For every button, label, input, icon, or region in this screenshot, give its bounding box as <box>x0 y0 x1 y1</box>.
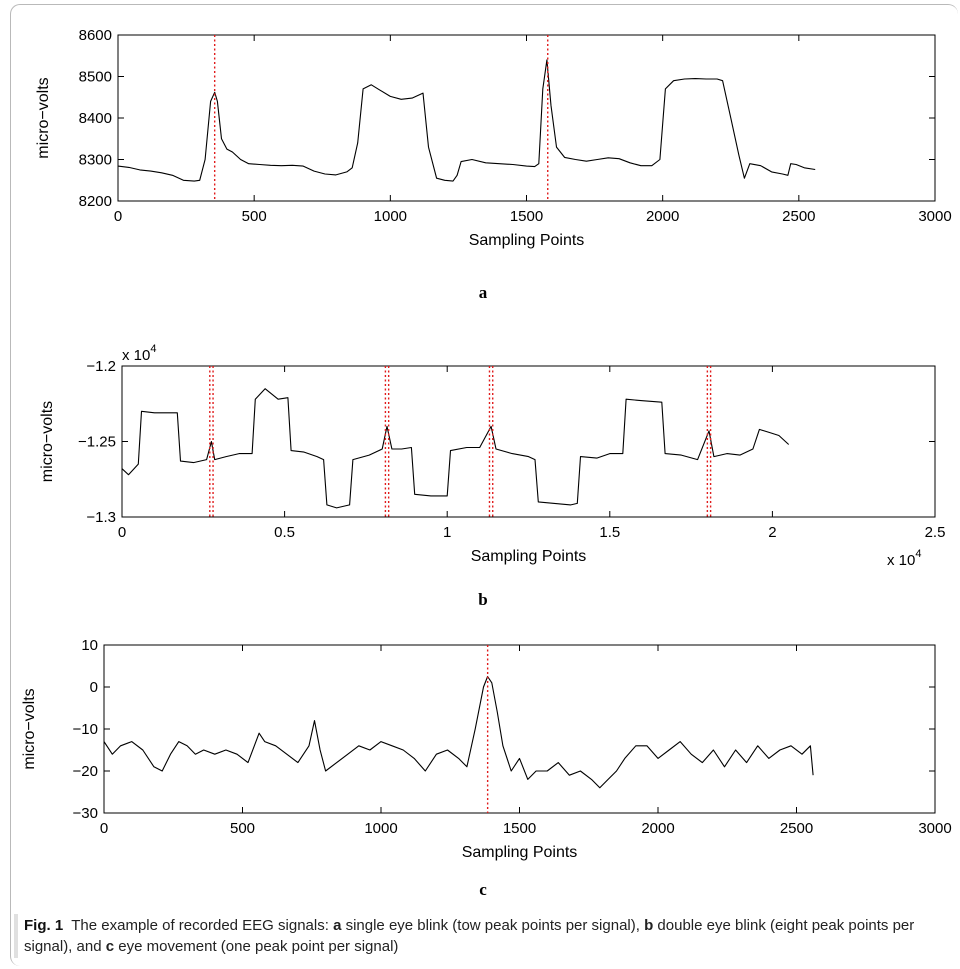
chart-c: 0 500 1000 1500 2000 2500 3000 −30 −20 −10 0 10 Samp… <box>21 637 952 861</box>
x-tick-label: 1500 <box>510 208 543 225</box>
plot-frame-b <box>121 365 936 518</box>
x-tick-label: 1000 <box>364 820 397 837</box>
x-tick-label: 2500 <box>780 820 813 837</box>
y-tick-label: 0 <box>90 679 98 696</box>
y-axis-label: micro−volts <box>39 401 56 482</box>
x-exponent-label: x 104 <box>887 548 921 569</box>
y-tick-label: −10 <box>73 721 98 738</box>
y-axis-label: micro−volts <box>35 77 52 158</box>
y-tick-label: 10 <box>81 637 98 654</box>
x-tick-label: 2500 <box>782 208 815 225</box>
caption-b-label: b <box>644 917 654 934</box>
x-tick-label: 3000 <box>918 208 951 225</box>
caption-intro: The example of recorded EEG signals: <box>71 917 329 934</box>
panel-label-a: a <box>478 283 488 302</box>
x-tick-label: 500 <box>242 208 267 225</box>
caption-c-label: c <box>105 938 115 955</box>
y-tick-label: −1.3 <box>86 509 116 526</box>
y-axis-label: micro−volts <box>21 688 38 769</box>
y-tick-label: 8300 <box>79 152 112 169</box>
signal-line-a <box>117 59 816 182</box>
figure-charts: 0 500 1000 1500 2000 2500 30008200830084008500… <box>21 27 952 861</box>
caption-c-text: eye movement (one peak point per signal) <box>118 938 399 955</box>
x-tick-label: 0 <box>118 524 126 541</box>
y-exponent-label: x 104 <box>122 343 156 364</box>
x-tick-label: 0 <box>114 208 122 225</box>
chart-b: 0 0.5 1 1.5 2 2.5 −1.3 −1.25 −1.2 Sampling Points… <box>39 343 945 569</box>
y-exponent-power: 4 <box>150 343 156 355</box>
chart-a: 0 500 1000 1500 2000 2500 3000 8200 8300 8400 8500… <box>35 27 952 249</box>
y-tick-label: 8200 <box>79 193 112 210</box>
x-tick-label: 1000 <box>374 208 407 225</box>
signal-line-c <box>103 675 814 789</box>
y-tick-label: −20 <box>73 763 98 780</box>
y-tick-label: 8500 <box>79 69 112 86</box>
x-axis-label: Sampling Points <box>462 844 578 861</box>
figure-frame <box>10 4 958 966</box>
x-tick-label: 3000 <box>918 820 951 837</box>
x-tick-label: 1 <box>443 524 451 541</box>
y-tick-label: 8600 <box>79 27 112 44</box>
x-axis-label: Sampling Points <box>469 232 585 249</box>
y-tick-label: −1.25 <box>78 434 116 451</box>
plot-frame-a <box>117 34 936 202</box>
x-tick-label: 2 <box>768 524 776 541</box>
caption-a-text: single eye blink (tow peak points per si… <box>345 917 640 934</box>
x-tick-label: 2000 <box>646 208 679 225</box>
x-tick-label: 500 <box>230 820 255 837</box>
y-tick-label: −1.2 <box>86 358 116 375</box>
caption-accent-bar <box>14 914 18 958</box>
figure-caption: Fig. 1 The example of recorded EEG signa… <box>24 915 944 957</box>
caption-a-label: a <box>333 917 342 934</box>
x-tick-label: 2000 <box>641 820 674 837</box>
signal-line-b <box>121 388 790 509</box>
x-tick-label: 2.5 <box>925 524 946 541</box>
panel-label-c: c <box>479 880 487 899</box>
x-exponent-power: 4 <box>915 548 921 560</box>
plot-frame-c <box>103 644 936 814</box>
x-tick-label: 1500 <box>503 820 536 837</box>
panel-label-b: b <box>478 590 488 609</box>
y-tick-label: 8400 <box>79 110 112 127</box>
x-tick-label: 1.5 <box>599 524 620 541</box>
x-tick-label: 0 <box>100 820 108 837</box>
caption-b-text: double eye blink (eight peak points per … <box>24 917 915 955</box>
x-tick-label: 0.5 <box>274 524 295 541</box>
caption-fig-label: Fig. 1 <box>24 917 64 934</box>
y-tick-label: −30 <box>73 805 98 822</box>
x-axis-label: Sampling Points <box>471 548 587 565</box>
